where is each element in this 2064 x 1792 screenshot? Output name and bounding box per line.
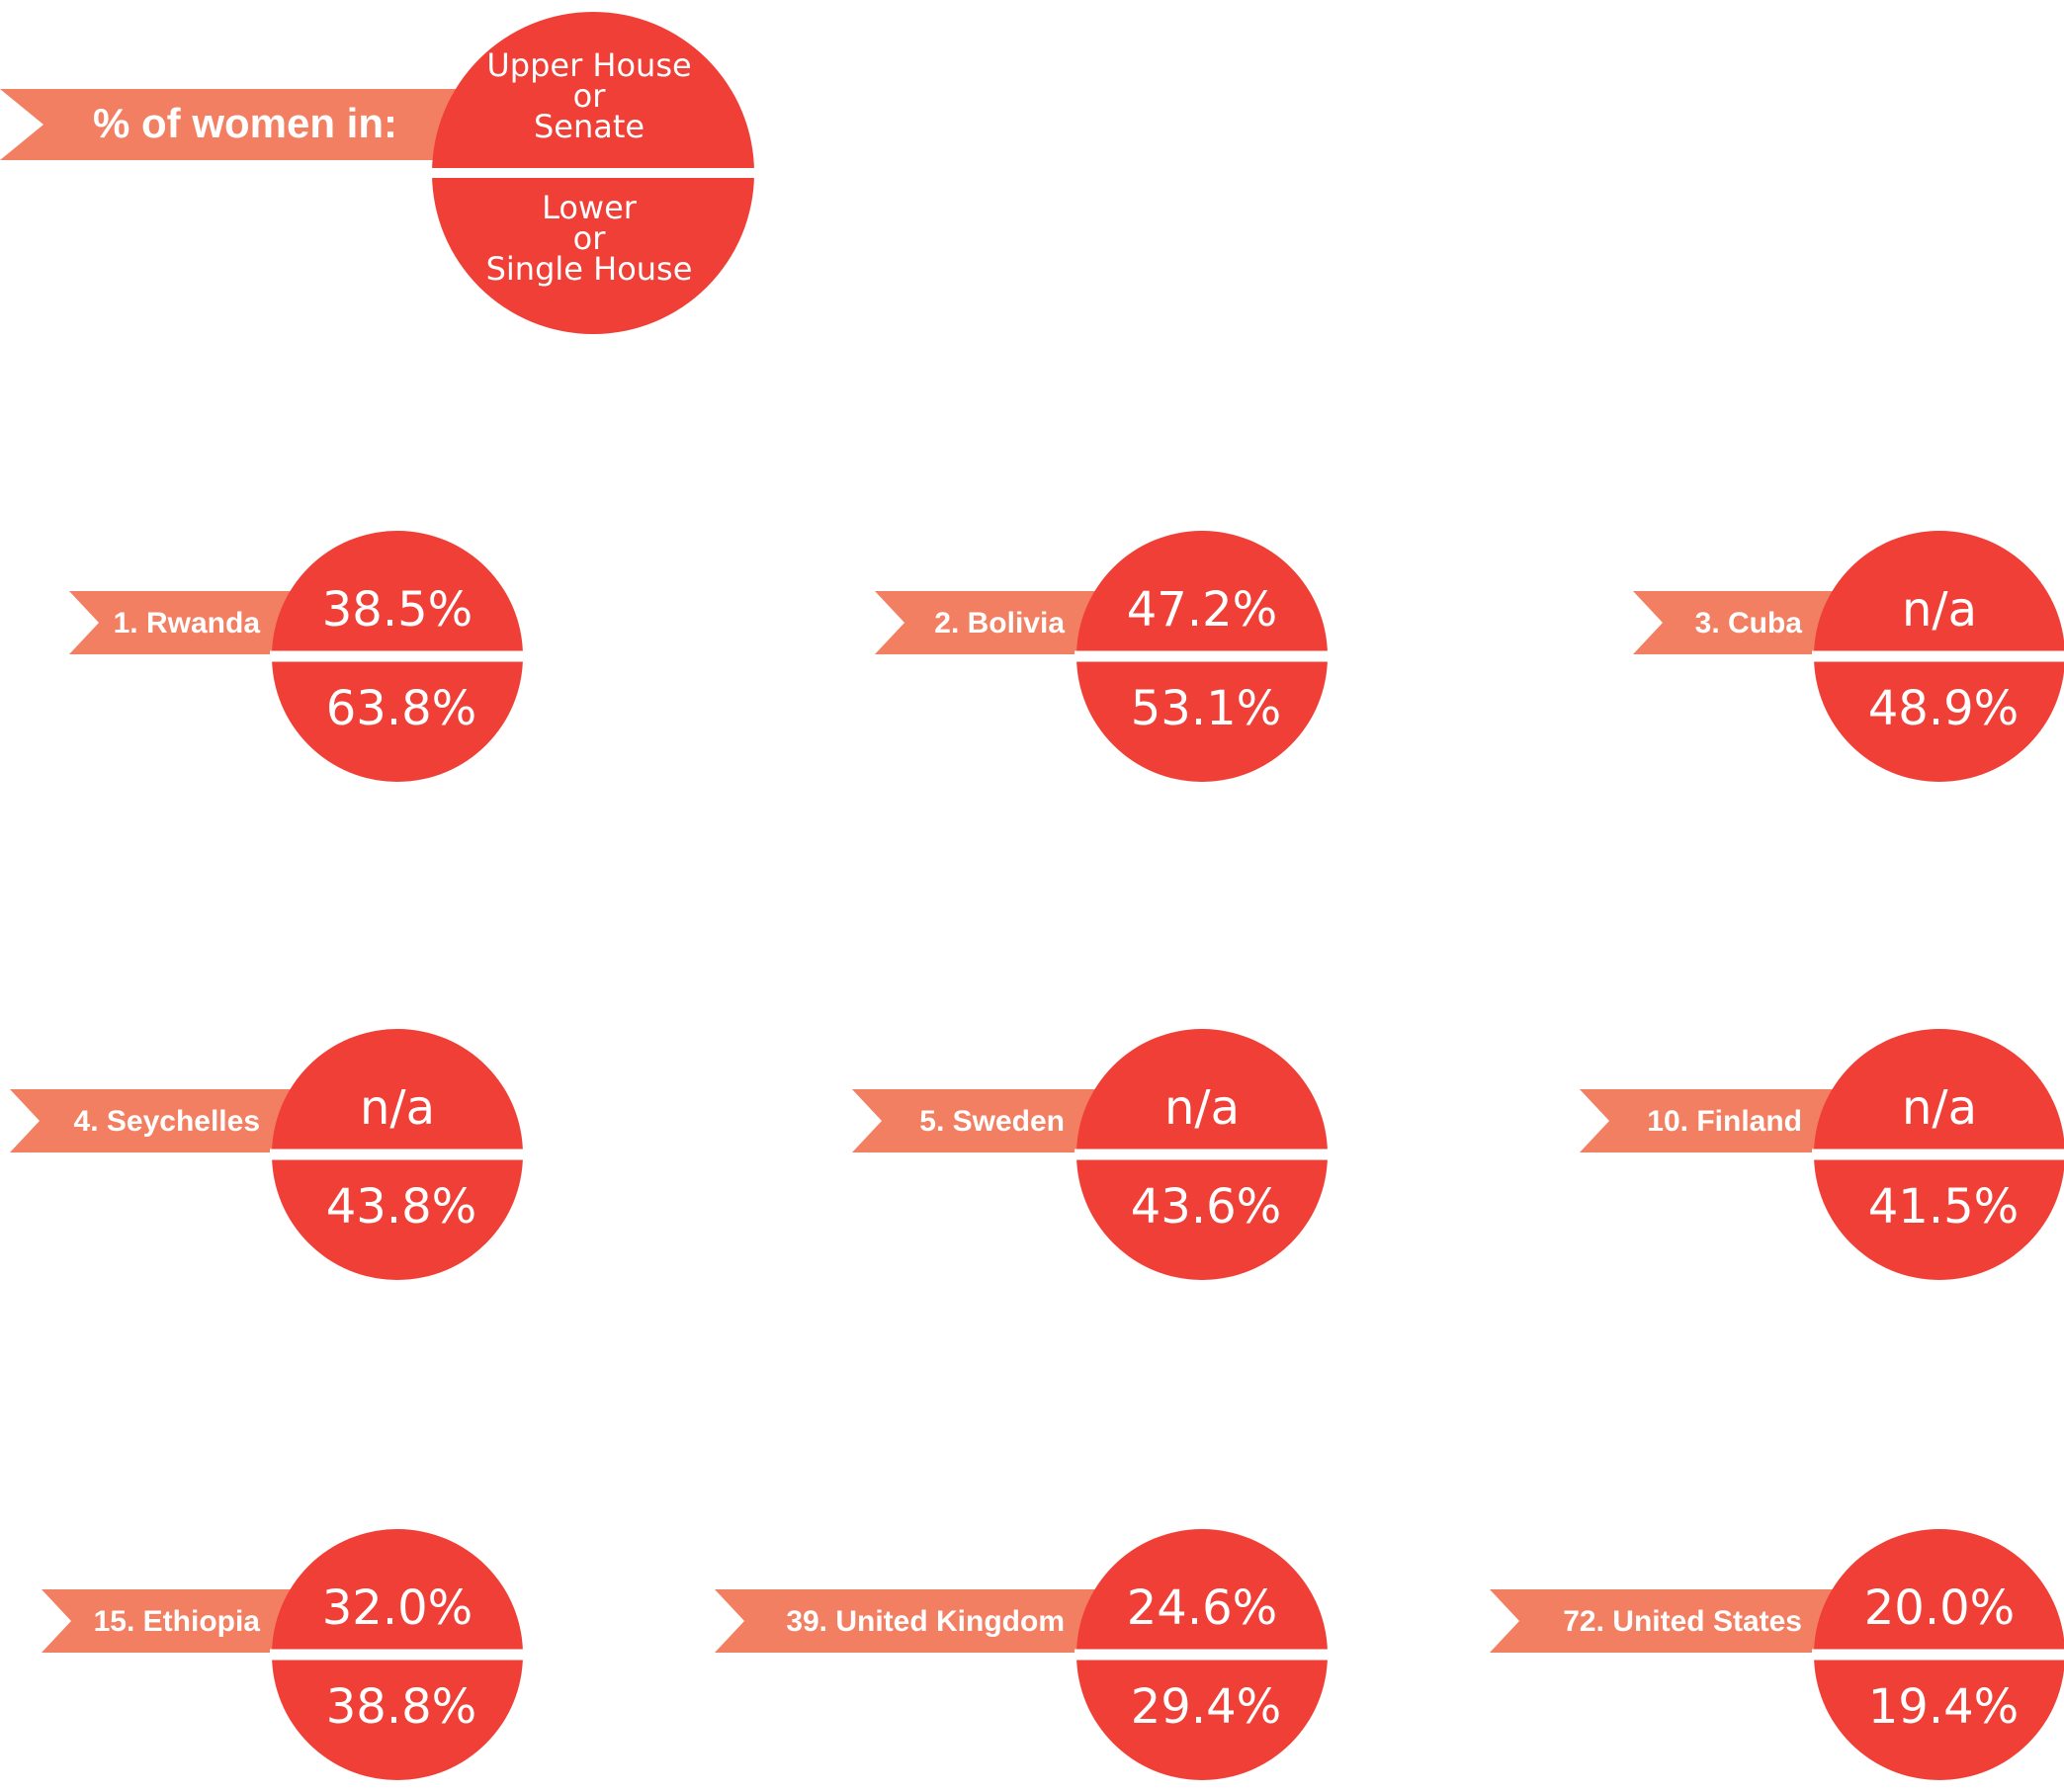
country-circle-divider xyxy=(270,650,525,662)
legend: % of women in:Upper HouseorSenateLoweror… xyxy=(0,12,756,334)
lower-house-value: 43.8% xyxy=(326,1179,476,1235)
legend-circle xyxy=(430,12,756,334)
legend-circle-divider xyxy=(430,168,756,178)
country-label: 72. United States xyxy=(1563,1605,1802,1638)
legend-ribbon xyxy=(0,89,554,160)
country-grid: 1. Rwanda 38.5% 63.8% 2. Bolivia 47.2% 53.1% 3… xyxy=(10,531,2064,1780)
country-label: 15. Ethiopia xyxy=(94,1605,261,1638)
country-circle-divider xyxy=(1075,1649,1330,1661)
upper-house-value: n/a xyxy=(1164,1080,1240,1136)
lower-house-value: 41.5% xyxy=(1868,1179,2019,1235)
lower-house-value: 48.9% xyxy=(1868,681,2019,736)
lower-house-value: 53.1% xyxy=(1131,681,1281,736)
country-circle xyxy=(270,1029,525,1280)
country-circle-divider xyxy=(1075,650,1330,662)
lower-house-value: 29.4% xyxy=(1131,1679,1281,1735)
upper-house-value: 47.2% xyxy=(1127,582,1277,638)
country-label: 1. Rwanda xyxy=(114,607,261,640)
legend-lower-label-line: or xyxy=(573,219,607,257)
country-card: 5. Sweden n/a 43.6% xyxy=(852,1029,1330,1280)
country-circle xyxy=(1075,531,1330,782)
country-card: 3. Cuba n/a 48.9% xyxy=(1633,531,2064,782)
legend-upper-label-line: or xyxy=(573,77,607,115)
lower-house-value: 63.8% xyxy=(326,681,476,736)
country-circle xyxy=(1075,1529,1330,1780)
lower-house-value: 38.8% xyxy=(326,1679,476,1735)
legend-upper-label-line: Upper House xyxy=(486,46,691,84)
upper-house-value: 38.5% xyxy=(322,582,473,638)
country-circle-divider xyxy=(1812,650,2064,662)
upper-house-value: n/a xyxy=(1902,1080,1977,1136)
country-label: 10. Finland xyxy=(1647,1105,1802,1138)
country-circle xyxy=(1812,1029,2064,1280)
country-label: 4. Seychelles xyxy=(74,1105,260,1138)
country-label: 3. Cuba xyxy=(1695,607,1803,640)
country-card: 10. Finland n/a 41.5% xyxy=(1580,1029,2064,1280)
country-circle xyxy=(1812,531,2064,782)
upper-house-value: 24.6% xyxy=(1127,1580,1277,1636)
country-circle-divider xyxy=(1075,1149,1330,1160)
country-circle-divider xyxy=(1812,1649,2064,1661)
country-circle-divider xyxy=(270,1149,525,1160)
country-circle xyxy=(270,1529,525,1780)
country-card: 15. Ethiopia 32.0% 38.8% xyxy=(42,1529,525,1780)
upper-house-value: n/a xyxy=(360,1080,435,1136)
country-card: 1. Rwanda 38.5% 63.8% xyxy=(69,531,525,782)
country-circle-divider xyxy=(270,1649,525,1661)
country-ribbon xyxy=(715,1589,1182,1653)
legend-ribbon-label: % of women in: xyxy=(93,100,397,146)
country-ribbon xyxy=(1490,1589,1920,1653)
country-circle xyxy=(1812,1529,2064,1780)
country-card: 4. Seychelles n/a 43.8% xyxy=(10,1029,525,1280)
country-circle-divider xyxy=(1812,1149,2064,1160)
upper-house-value: n/a xyxy=(1902,582,1977,638)
upper-house-value: 32.0% xyxy=(322,1580,473,1636)
country-circle xyxy=(1075,1029,1330,1280)
country-card: 72. United States 20.0% 19.4% xyxy=(1490,1529,2064,1780)
country-label: 39. United Kingdom xyxy=(786,1605,1065,1638)
lower-house-value: 43.6% xyxy=(1131,1179,1281,1235)
legend-lower-label-line: Lower xyxy=(542,189,638,226)
country-card: 2. Bolivia 47.2% 53.1% xyxy=(875,531,1330,782)
country-circle xyxy=(270,531,525,782)
legend-lower-label-line: Single House xyxy=(486,250,693,288)
lower-house-value: 19.4% xyxy=(1868,1679,2019,1735)
country-label: 5. Sweden xyxy=(919,1105,1065,1138)
country-label: 2. Bolivia xyxy=(934,607,1065,640)
upper-house-value: 20.0% xyxy=(1864,1580,2015,1636)
country-card: 39. United Kingdom 24.6% 29.4% xyxy=(715,1529,1330,1780)
legend-upper-label-line: Senate xyxy=(534,108,645,145)
